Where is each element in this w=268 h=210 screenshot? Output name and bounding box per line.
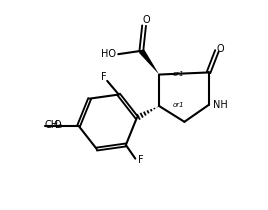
Text: HO: HO	[101, 49, 116, 59]
Text: or1: or1	[172, 71, 184, 77]
Text: F: F	[100, 72, 106, 82]
Text: or1: or1	[172, 102, 184, 108]
Text: F: F	[138, 155, 143, 165]
Polygon shape	[139, 49, 159, 75]
Text: O: O	[143, 15, 150, 25]
Text: O: O	[53, 121, 61, 130]
Text: O: O	[217, 44, 225, 54]
Text: CH₃: CH₃	[44, 121, 62, 130]
Text: NH: NH	[213, 100, 228, 110]
